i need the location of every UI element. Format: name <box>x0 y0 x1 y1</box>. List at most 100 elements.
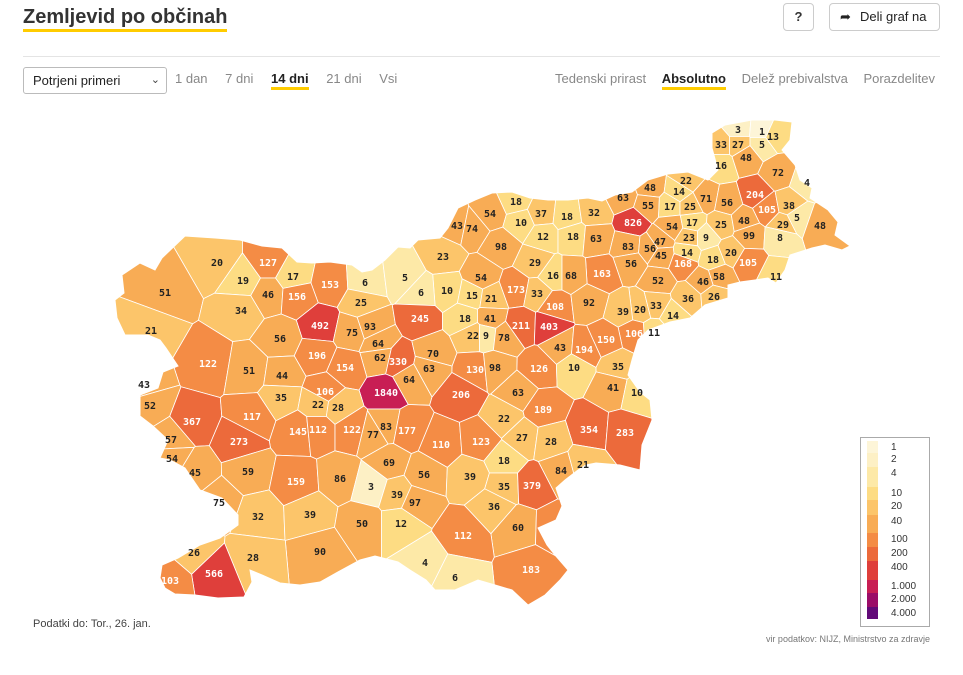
municipality-value: 32 <box>588 208 600 219</box>
municipality-value: 33 <box>715 140 727 151</box>
municipality-region[interactable] <box>620 362 820 470</box>
municipality-region[interactable] <box>535 498 767 610</box>
municipality-value: 48 <box>740 153 752 164</box>
municipality-value: 18 <box>498 456 510 467</box>
municipality-value: 5 <box>759 140 765 151</box>
municipality-value: 25 <box>355 298 367 309</box>
municipality-value: 62 <box>374 353 386 364</box>
municipality-value: 41 <box>484 314 496 325</box>
municipality-value: 63 <box>512 388 524 399</box>
legend-swatch <box>867 515 878 533</box>
municipality-region[interactable] <box>491 544 654 610</box>
municipality-value: 3 <box>735 125 741 136</box>
municipality-value: 14 <box>667 311 679 322</box>
municipality-region[interactable] <box>747 255 860 510</box>
municipality-region[interactable] <box>700 284 796 441</box>
municipality-region[interactable] <box>335 110 470 246</box>
legend-swatch <box>867 467 878 487</box>
municipality-value: 98 <box>489 363 501 374</box>
municipality-value: 37 <box>535 209 547 220</box>
legend-label: 40 <box>891 516 903 527</box>
municipality-value: 9 <box>703 233 709 244</box>
share-arrow-icon: ➦ <box>840 9 851 24</box>
municipality-value: 64 <box>372 339 384 350</box>
municipality-value: 211 <box>512 321 530 332</box>
municipality-value: 58 <box>713 272 725 283</box>
municipality-value: 117 <box>243 412 261 423</box>
municipality-value: 33 <box>650 301 662 312</box>
municipality-value: 18 <box>707 255 719 266</box>
view-tab-tedenski[interactable]: Tedenski prirast <box>555 71 647 86</box>
view-tab-absolutno[interactable]: Absolutno <box>661 71 726 90</box>
municipality-value: 97 <box>409 498 421 509</box>
municipality-value: 11 <box>770 272 782 283</box>
municipality-value: 159 <box>287 477 305 488</box>
municipality-value: 27 <box>732 140 744 151</box>
metric-select[interactable]: Potrjeni primeri ⌄ <box>23 67 167 94</box>
municipality-region[interactable] <box>100 446 196 519</box>
municipality-value: 4 <box>804 178 810 189</box>
municipality-value: 566 <box>205 569 223 580</box>
municipality-value: 56 <box>644 244 656 255</box>
municipality-value: 36 <box>682 294 694 305</box>
municipality-value: 43 <box>451 221 463 232</box>
municipality-region[interactable] <box>100 119 204 325</box>
municipality-value: 21 <box>485 294 497 305</box>
municipality-region[interactable] <box>765 110 857 155</box>
legend-label: 100 <box>891 534 908 545</box>
municipality-value: 35 <box>612 362 624 373</box>
municipality-value: 25 <box>715 220 727 231</box>
municipality-value: 103 <box>161 576 179 587</box>
period-tab-14-dni[interactable]: 14 dni <box>271 71 309 90</box>
municipality-value: 126 <box>530 364 548 375</box>
municipality-value: 29 <box>777 220 789 231</box>
municipality-value: 90 <box>314 547 326 558</box>
municipality-value: 99 <box>743 231 755 242</box>
view-tab-delez[interactable]: Delež prebivalstva <box>741 71 848 86</box>
period-tab-21-dni[interactable]: 21 dni <box>326 71 362 86</box>
municipality-value: 367 <box>183 417 201 428</box>
municipality-value: 46 <box>262 290 274 301</box>
municipality-value: 54 <box>475 273 487 284</box>
municipality-value: 145 <box>289 427 307 438</box>
municipality-value: 93 <box>364 322 376 333</box>
municipality-value: 10 <box>568 363 580 374</box>
period-tab-vsi[interactable]: Vsi <box>379 71 398 86</box>
header-divider <box>23 56 940 57</box>
municipality-value: 29 <box>529 258 541 269</box>
help-button[interactable]: ? <box>783 3 814 31</box>
municipality-value: 21 <box>145 326 157 337</box>
municipality-value: 64 <box>403 375 415 386</box>
municipality-value: 173 <box>507 285 525 296</box>
view-tab-porazdelitev[interactable]: Porazdelitev <box>863 71 935 86</box>
period-tabs: 1 dan 7 dni 14 dni 21 dni Vsi <box>175 71 411 90</box>
municipality-value: 57 <box>165 435 177 446</box>
share-label: Deli graf na <box>860 9 927 24</box>
municipality-value: 54 <box>666 222 678 233</box>
municipality-value: 56 <box>721 198 733 209</box>
period-tab-7-dni[interactable]: 7 dni <box>225 71 254 86</box>
municipality-value: 5 <box>794 213 800 224</box>
data-source: vir podatkov: NIJZ, Ministrstvo za zdrav… <box>765 634 930 644</box>
legend-swatch <box>867 580 878 593</box>
municipality-value: 68 <box>565 271 577 282</box>
municipality-value: 28 <box>332 403 344 414</box>
municipality-value: 196 <box>308 351 326 362</box>
municipality-region[interactable] <box>605 110 667 198</box>
municipality-region[interactable] <box>604 408 860 610</box>
municipality-value: 56 <box>625 259 637 270</box>
municipality-region[interactable] <box>339 142 388 298</box>
municipality-region[interactable] <box>788 110 860 204</box>
municipality-value: 3 <box>368 482 374 493</box>
municipality-value: 28 <box>545 437 557 448</box>
period-tab-1-dan[interactable]: 1 dan <box>175 71 208 86</box>
municipality-value: 48 <box>814 221 826 232</box>
municipality-value: 18 <box>567 232 579 243</box>
share-button[interactable]: ➦ Deli graf na <box>829 3 940 31</box>
municipality-value: 153 <box>321 280 339 291</box>
legend-swatch <box>867 547 878 561</box>
municipality-region[interactable] <box>242 110 344 279</box>
legend-swatch <box>867 561 878 580</box>
